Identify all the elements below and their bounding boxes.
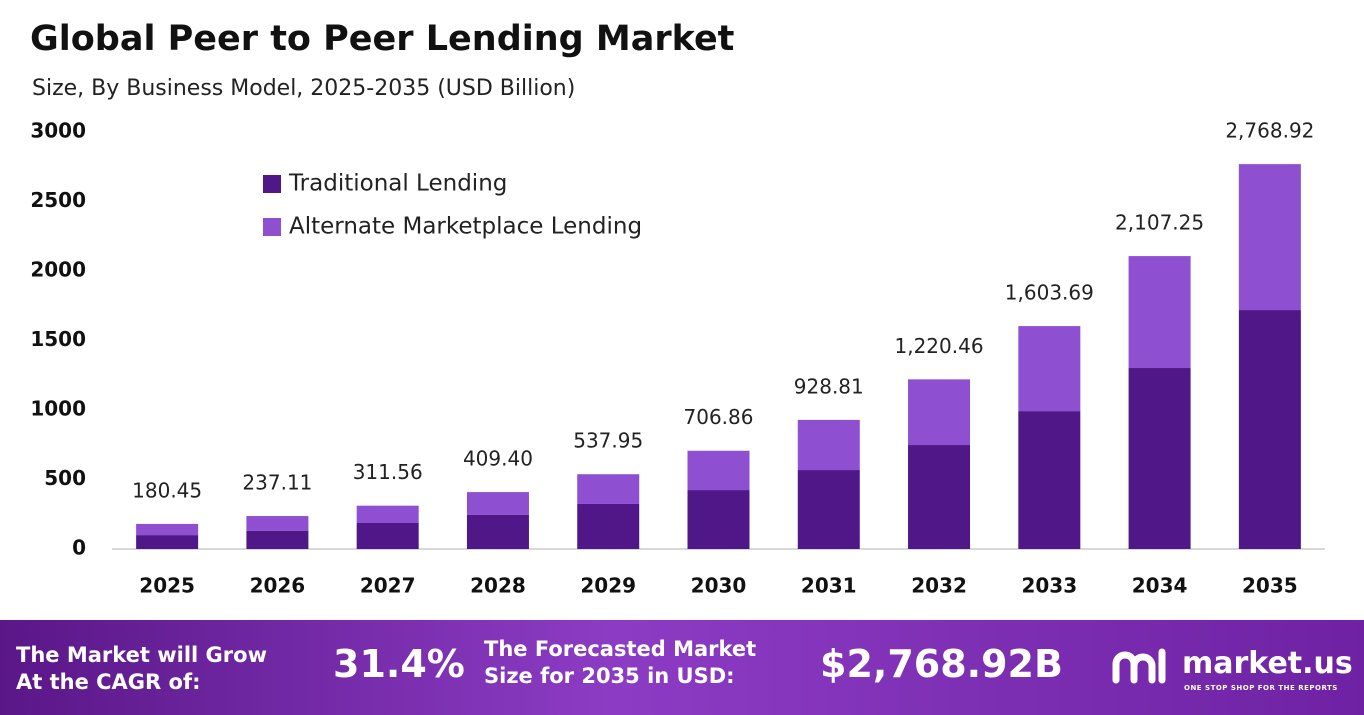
bar-segment <box>797 419 860 471</box>
y-tick-label: 1500 <box>30 327 86 351</box>
bar-segment <box>356 523 419 549</box>
y-tick-label: 500 <box>44 466 86 490</box>
x-tick-label: 2034 <box>1132 574 1188 598</box>
bar-segment <box>136 523 199 536</box>
bar-segment <box>577 503 640 549</box>
bar-segment <box>246 530 309 549</box>
y-tick-label: 0 <box>72 536 86 560</box>
bar-segment <box>1018 326 1081 412</box>
total-label: 706.86 <box>684 405 754 429</box>
bar-segment <box>136 535 199 549</box>
total-label: 2,107.25 <box>1115 211 1204 235</box>
y-tick-label: 2000 <box>30 258 86 282</box>
total-label: 180.45 <box>132 478 202 502</box>
total-label: 928.81 <box>794 374 864 398</box>
line: At the CAGR of: <box>16 670 201 694</box>
bar-segment <box>1128 368 1191 549</box>
bar-segment <box>797 470 860 549</box>
forecast-value: $2,768.92B <box>820 642 1063 686</box>
y-tick-label: 1000 <box>30 397 86 421</box>
brand: market.us <box>1182 646 1353 681</box>
total-label: 1,220.46 <box>895 334 984 358</box>
total-label: 237.11 <box>242 471 312 495</box>
bar-segment <box>908 445 971 549</box>
bar-segment <box>1238 310 1301 549</box>
line: The Market will Grow <box>16 643 267 667</box>
chart-subtitle: Size, By Business Model, 2025-2035 (USD … <box>32 76 575 101</box>
bar-segment <box>1238 164 1301 311</box>
total-label: 1,603.69 <box>1005 281 1094 305</box>
bar-segment <box>246 516 309 531</box>
x-tick-label: 2026 <box>250 574 306 598</box>
x-tick-label: 2030 <box>691 574 747 598</box>
total-label: 2,768.92 <box>1225 119 1314 143</box>
bar-segment <box>466 492 529 515</box>
x-tick-label: 2027 <box>360 574 416 598</box>
y-tick-label: 2500 <box>30 188 86 212</box>
legend-label: Traditional Lending <box>288 171 507 197</box>
x-tick-label: 2025 <box>139 574 195 598</box>
logo-icon <box>1112 648 1166 684</box>
total-label: 311.56 <box>353 460 423 484</box>
bar-segment <box>1018 411 1081 549</box>
total-label: 409.40 <box>463 447 533 471</box>
cagr-text: The Market will Grow At the CAGR of: <box>16 642 267 696</box>
x-tick-label: 2032 <box>911 574 967 598</box>
bar-segment <box>1128 256 1191 369</box>
forecast-text: The Forecasted Market Size for 2035 in US… <box>484 636 756 690</box>
bar-segment <box>356 505 419 524</box>
bar-segment <box>908 379 971 446</box>
line: The Forecasted Market <box>484 637 757 661</box>
total-label: 537.95 <box>573 429 643 453</box>
x-tick-label: 2031 <box>801 574 857 598</box>
x-tick-label: 2035 <box>1242 574 1298 598</box>
x-tick-label: 2029 <box>580 574 636 598</box>
cagr-value: 31.4% <box>333 642 465 686</box>
legend-swatch <box>263 175 281 193</box>
chart-title: Global Peer to Peer Lending Market <box>30 19 734 59</box>
bar-segment <box>577 474 640 504</box>
legend-swatch <box>263 218 281 236</box>
chart: Global Peer to Peer Lending Market Size,… <box>30 19 1325 598</box>
x-tick-label: 2033 <box>1021 574 1077 598</box>
tagline: ONE STOP SHOP FOR THE REPORTS <box>1184 684 1338 692</box>
bar-segment <box>687 490 750 549</box>
x-tick-label: 2028 <box>470 574 526 598</box>
line: Size for 2035 in USD: <box>484 664 735 688</box>
banner: The Market will Grow At the CAGR of: 31.4… <box>0 620 1364 715</box>
bar-segment <box>687 450 750 491</box>
y-tick-label: 3000 <box>30 119 86 143</box>
legend-label: Alternate Marketplace Lending <box>289 214 642 240</box>
bar-segment <box>466 514 529 549</box>
